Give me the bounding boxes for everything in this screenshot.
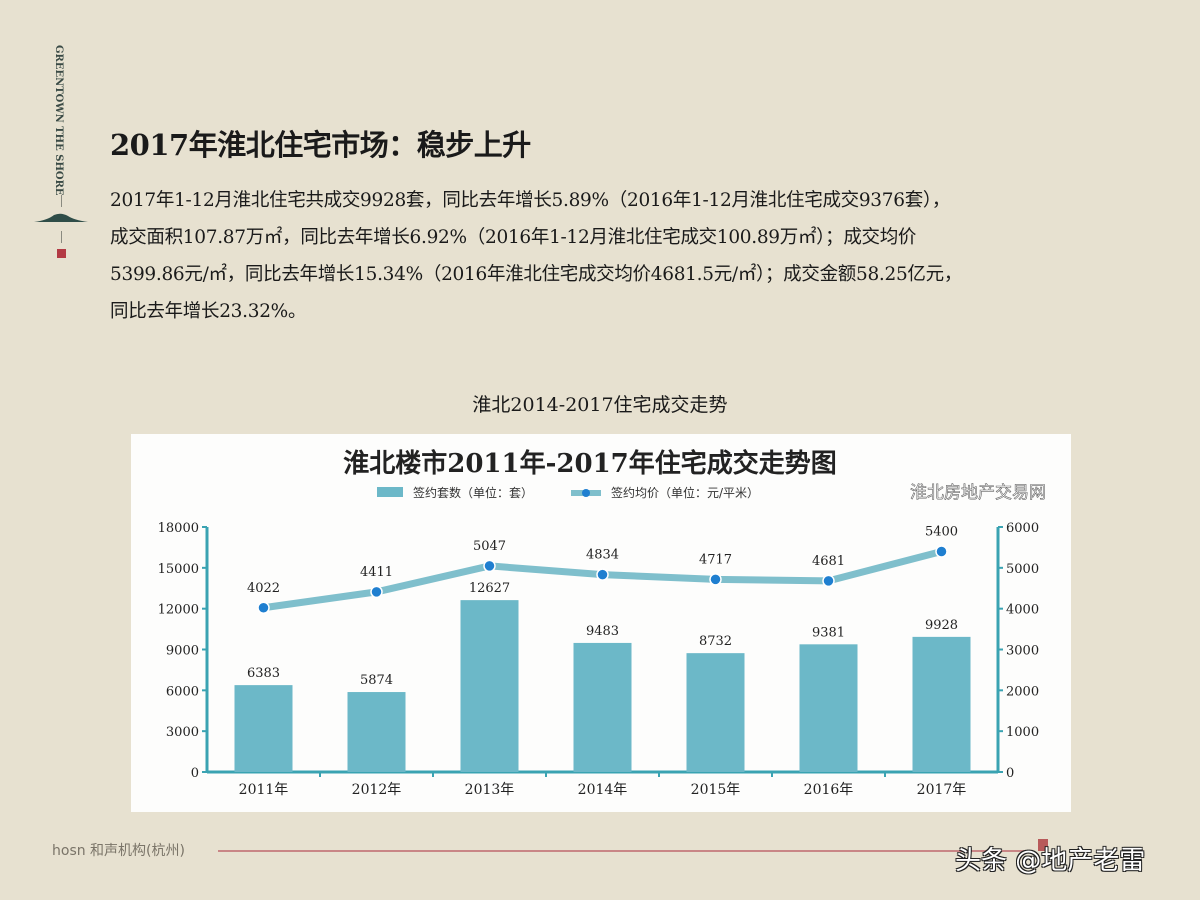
brand-vertical-text: GREENTOWN THE SHORE: [53, 45, 64, 196]
bar-data-label: 5874: [360, 673, 393, 688]
price-marker: [483, 559, 496, 573]
chart-container: 淮北楼市2011年-2017年住宅成交走势图 签约套数（单位：套） 签约均价（单…: [131, 434, 1071, 812]
mountain-logo-icon: [34, 213, 88, 222]
legend-bar-label: 签约套数（单位：套）: [413, 485, 533, 500]
bar-data-label: 9928: [925, 618, 958, 633]
paragraph-line: 2017年1-12月淮北住宅共成交9928套，同比去年增长5.89%（2016年…: [110, 190, 951, 211]
bar-data-label: 9381: [812, 625, 845, 640]
bar-data-label: 8732: [699, 634, 732, 649]
bar: [912, 636, 971, 772]
chart-title: 淮北楼市2011年-2017年住宅成交走势图: [343, 448, 837, 479]
footer-logo: hosn 和声机构(杭州): [52, 843, 185, 859]
legend-line-label: 签约均价（单位：元/平米）: [611, 485, 759, 500]
bar-data-label: 9483: [586, 624, 619, 639]
price-marker: [257, 601, 270, 615]
legend-line-marker: [582, 489, 590, 497]
price-data-label: 4717: [699, 552, 732, 567]
paragraph-line: 同比去年增长23.32%。: [110, 301, 307, 322]
y-left-tick-label: 18000: [158, 521, 199, 536]
price-data-label: 4834: [586, 548, 619, 563]
bar: [347, 692, 406, 772]
x-tick-label: 2012年: [352, 782, 402, 798]
price-marker: [935, 545, 948, 558]
y-left-tick-label: 3000: [166, 725, 199, 740]
combo-chart: 淮北楼市2011年-2017年住宅成交走势图 签约套数（单位：套） 签约均价（单…: [158, 448, 1047, 798]
y-left-tick-label: 15000: [158, 562, 199, 577]
y-left-tick-label: 0: [191, 766, 199, 781]
y-left-tick-label: 9000: [166, 644, 199, 659]
bar: [799, 644, 858, 772]
y-right-tick-label: 4000: [1006, 603, 1039, 618]
bar: [460, 600, 519, 772]
source-watermark: 头条 @地产老雷: [955, 846, 1146, 876]
x-tick-label: 2016年: [804, 782, 854, 798]
y-right-tick-label: 1000: [1006, 725, 1039, 740]
price-marker: [709, 573, 722, 586]
seal-icon: [57, 249, 66, 258]
overlay-watermark: 淮北房地产交易网: [910, 483, 1046, 503]
y-left-tick-label: 12000: [158, 603, 199, 618]
y-right-tick-label: 0: [1006, 766, 1014, 781]
x-tick-label: 2011年: [239, 782, 289, 798]
legend-bar-swatch: [377, 487, 403, 497]
price-marker: [822, 574, 835, 588]
bar: [234, 685, 293, 772]
slide-title: 2017年淮北住宅市场：稳步上升: [110, 128, 531, 162]
price-data-label: 4681: [812, 554, 845, 569]
y-right-tick-label: 2000: [1006, 684, 1039, 699]
chart-caption: 淮北2014-2017住宅成交走势: [472, 394, 728, 416]
bar: [686, 653, 745, 772]
x-tick-label: 2013年: [465, 782, 515, 798]
bar-data-label: 12627: [469, 581, 510, 596]
x-tick-label: 2017年: [917, 782, 967, 798]
price-data-label: 5400: [925, 525, 958, 540]
divider: [61, 195, 62, 207]
y-right-tick-label: 6000: [1006, 521, 1039, 536]
bar-data-label: 6383: [247, 666, 280, 681]
price-marker: [596, 568, 609, 581]
y-right-tick-label: 5000: [1006, 562, 1039, 577]
x-tick-label: 2015年: [691, 782, 741, 798]
price-marker: [370, 585, 383, 599]
divider: [61, 231, 62, 243]
price-data-label: 5047: [473, 539, 506, 554]
paragraph-line: 5399.86元/㎡，同比去年增长15.34%（2016年淮北住宅成交均价468…: [110, 264, 963, 285]
footer-divider: [218, 850, 1028, 852]
bar: [573, 642, 632, 772]
price-data-label: 4411: [360, 565, 393, 580]
summary-paragraph: 2017年1-12月淮北住宅共成交9928套，同比去年增长5.89%（2016年…: [110, 182, 1170, 330]
footer-seal-icon: [1038, 839, 1048, 851]
paragraph-line: 成交面积107.87万㎡，同比去年增长6.92%（2016年1-12月淮北住宅成…: [110, 227, 917, 248]
y-left-tick-label: 6000: [166, 684, 199, 699]
y-right-tick-label: 3000: [1006, 644, 1039, 659]
x-tick-label: 2014年: [578, 782, 628, 798]
price-data-label: 4022: [247, 581, 280, 596]
